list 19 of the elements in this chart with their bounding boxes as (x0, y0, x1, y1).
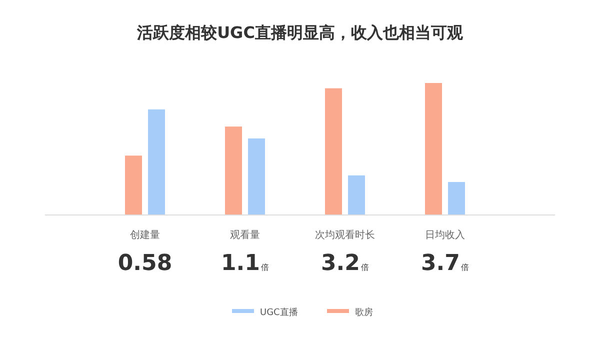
legend-label: 歌房 (355, 307, 373, 318)
text: 3.2倍 (321, 251, 369, 276)
legend-label: UGC直播 (260, 307, 298, 318)
x-tick-label: 观看量 (230, 229, 260, 241)
bar (448, 182, 465, 215)
chart-title: 活跃度相较UGC直播明显高，收入也相当可观 (136, 23, 464, 42)
x-tick-label: 日均收入 (425, 229, 465, 241)
text: 0.58 (118, 251, 172, 276)
bar (325, 88, 342, 215)
bar (425, 83, 442, 215)
bar (248, 138, 265, 215)
x-tick-label: 创建量 (130, 229, 160, 241)
bar (225, 126, 242, 215)
bar (148, 109, 165, 215)
x-tick-label: 次均观看时长 (315, 229, 375, 241)
text: 1.1倍 (221, 251, 269, 276)
bar (348, 175, 365, 215)
bar (125, 156, 142, 215)
text: 3.7倍 (421, 251, 469, 276)
